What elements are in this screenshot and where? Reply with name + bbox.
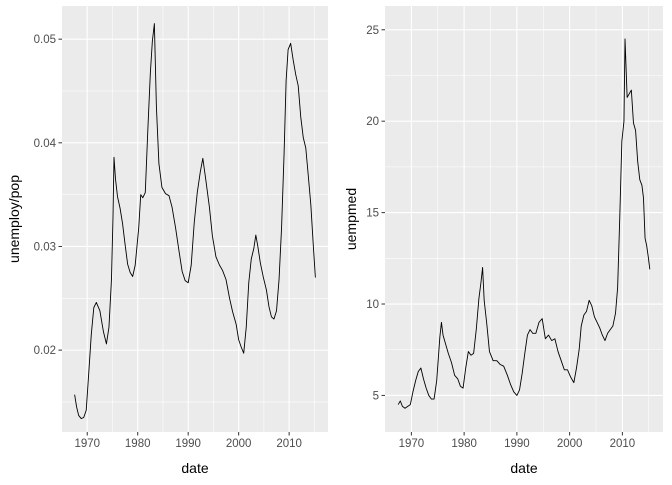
x-axis-title: date — [510, 460, 537, 476]
y-tick-label: 0.05 — [34, 34, 56, 46]
y-tick-label: 5 — [373, 390, 379, 402]
x-axis-title: date — [181, 460, 208, 476]
y-axis-title: unemploy/pop — [6, 175, 22, 263]
panel-background — [385, 6, 663, 432]
x-tick-label: 2000 — [226, 438, 252, 450]
x-tick-label: 1970 — [399, 438, 425, 450]
x-tick-label: 2010 — [610, 438, 636, 450]
y-tick-label: 0.03 — [34, 241, 56, 253]
y-tick-label: 25 — [366, 25, 379, 37]
x-tick-label: 1990 — [175, 438, 201, 450]
x-tick-label: 1980 — [451, 438, 477, 450]
y-tick-label: 20 — [366, 116, 379, 128]
y-tick-label: 0.02 — [34, 345, 56, 357]
y-tick-label: 10 — [366, 299, 379, 311]
y-tick-label: 0.04 — [34, 138, 57, 150]
y-tick-label: 15 — [366, 208, 379, 220]
x-tick-label: 1970 — [74, 438, 100, 450]
x-tick-label: 2010 — [276, 438, 302, 450]
x-tick-label: 1990 — [504, 438, 530, 450]
chart-uempmed: 1970 1980 1990 2000 2010 5 10 15 20 25 date uempm… — [343, 6, 663, 476]
y-axis-title: uempmed — [343, 188, 359, 250]
x-tick-label: 1980 — [125, 438, 151, 450]
x-tick-label: 2000 — [557, 438, 583, 450]
